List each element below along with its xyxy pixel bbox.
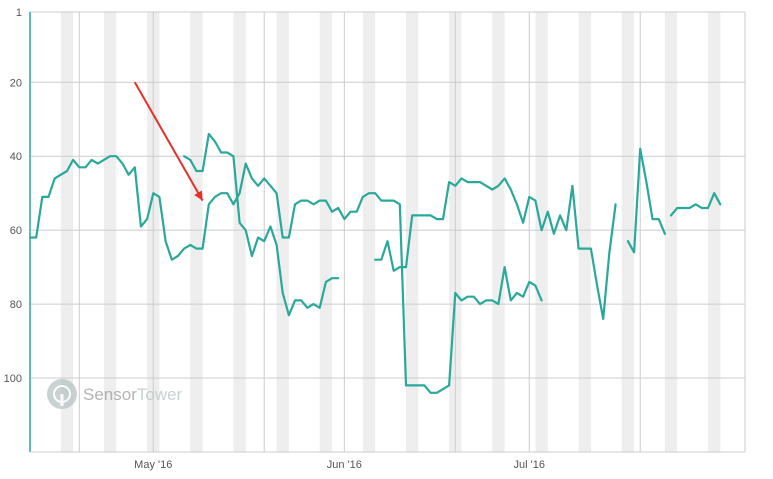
- y-tick-label: 100: [4, 373, 22, 385]
- weekend-band: [190, 12, 203, 452]
- weekend-band: [492, 12, 505, 452]
- y-tick-label: 1: [16, 7, 22, 19]
- sensortower-logo-icon: [47, 379, 77, 409]
- series-line-segment: [183, 132, 340, 317]
- annotation-arrow-shaft: [133, 81, 204, 202]
- y-tick-label: 60: [10, 225, 22, 237]
- weekend-band: [578, 12, 591, 452]
- annotation-arrow-head: [194, 190, 203, 201]
- series-line-segment: [669, 192, 722, 217]
- weekend-band: [319, 12, 333, 452]
- weekend-band: [103, 12, 117, 452]
- x-tick-labels: May '16 Jun '16 Jul '16: [134, 459, 545, 471]
- weekend-band: [535, 12, 548, 452]
- y-tick-labels: 1 20 40 60 80 100: [4, 7, 22, 385]
- weekend-band: [233, 12, 246, 452]
- x-tick-label: Jul '16: [514, 459, 545, 471]
- y-tick-label: 20: [10, 77, 22, 89]
- annotation-group: [133, 81, 204, 202]
- watermark-text: SensorTower: [83, 385, 183, 404]
- series-line-segment: [28, 155, 543, 394]
- x-tick-label: Jun '16: [327, 459, 362, 471]
- series-line-segment: [374, 177, 617, 320]
- grid-lines: [29, 11, 746, 453]
- weekend-bands: [30, 12, 745, 452]
- watermark-brand-part1: Sensor: [83, 385, 137, 404]
- x-tick-label: May '16: [134, 459, 172, 471]
- weekend-band: [664, 12, 678, 452]
- y-tick-label: 40: [10, 151, 22, 163]
- series-line-segment: [626, 147, 667, 254]
- sensortower-watermark: SensorTower: [47, 379, 183, 409]
- y-tick-label: 80: [10, 299, 22, 311]
- logo-stem: [60, 394, 64, 406]
- series-group: [28, 132, 722, 394]
- weekend-band: [708, 12, 721, 452]
- watermark-brand-part2: Tower: [137, 385, 183, 404]
- weekend-band: [405, 12, 419, 452]
- weekend-band: [60, 12, 74, 452]
- weekend-band: [362, 12, 376, 452]
- weekend-band: [621, 12, 635, 452]
